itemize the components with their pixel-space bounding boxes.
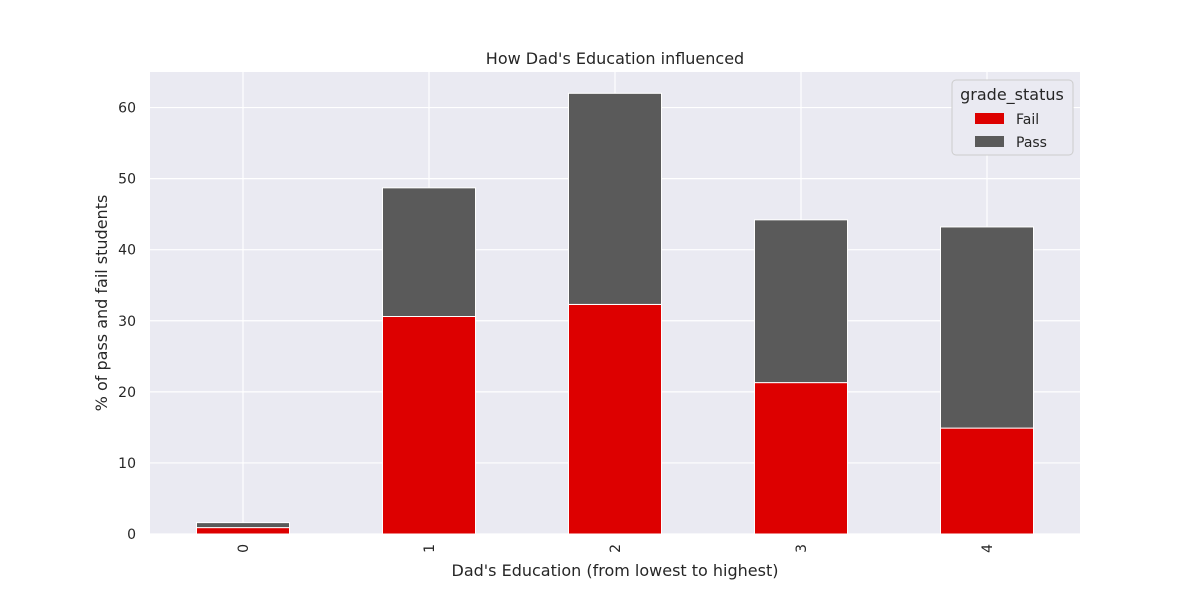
x-tick-label: 3 <box>794 544 810 553</box>
y-tick-label: 30 <box>118 314 136 330</box>
bar-fail-3 <box>754 382 848 535</box>
x-tick-label: 4 <box>980 544 996 553</box>
x-axis-label: Dad's Education (from lowest to highest) <box>452 561 779 580</box>
y-ticks: 0 10 20 30 40 50 60 <box>118 101 136 543</box>
y-tick-label: 40 <box>118 243 136 259</box>
y-tick-label: 60 <box>118 101 136 117</box>
legend-title: grade_status <box>960 85 1064 105</box>
y-axis-label: % of pass and fail students <box>92 195 111 412</box>
y-tick-label: 50 <box>118 172 136 188</box>
legend-label-pass: Pass <box>1016 135 1047 151</box>
x-tick-label: 1 <box>422 544 438 553</box>
bar-pass-4 <box>940 226 1034 429</box>
y-tick-label: 20 <box>118 385 136 401</box>
legend: grade_status Fail Pass <box>951 79 1074 156</box>
bar-fail-4 <box>940 427 1034 535</box>
x-tick-label: 2 <box>608 544 624 553</box>
y-tick-label: 0 <box>127 527 136 543</box>
bar-fail-0 <box>196 527 290 535</box>
bar-fail-2 <box>568 303 662 535</box>
bar-pass-1 <box>382 187 476 318</box>
bar-pass-3 <box>754 219 848 384</box>
bar-pass-2 <box>568 92 662 305</box>
bars <box>196 92 1034 535</box>
x-ticks: 0 1 2 3 4 <box>236 544 996 553</box>
y-tick-label: 10 <box>118 456 136 472</box>
bar-pass-0 <box>196 522 290 529</box>
legend-label-fail: Fail <box>1016 112 1039 128</box>
legend-swatch-fail <box>975 113 1004 124</box>
legend-swatch-pass <box>975 136 1004 147</box>
x-tick-label: 0 <box>236 544 252 553</box>
chart-title: How Dad's Education influenced <box>486 49 744 68</box>
bar-fail-1 <box>382 316 476 535</box>
